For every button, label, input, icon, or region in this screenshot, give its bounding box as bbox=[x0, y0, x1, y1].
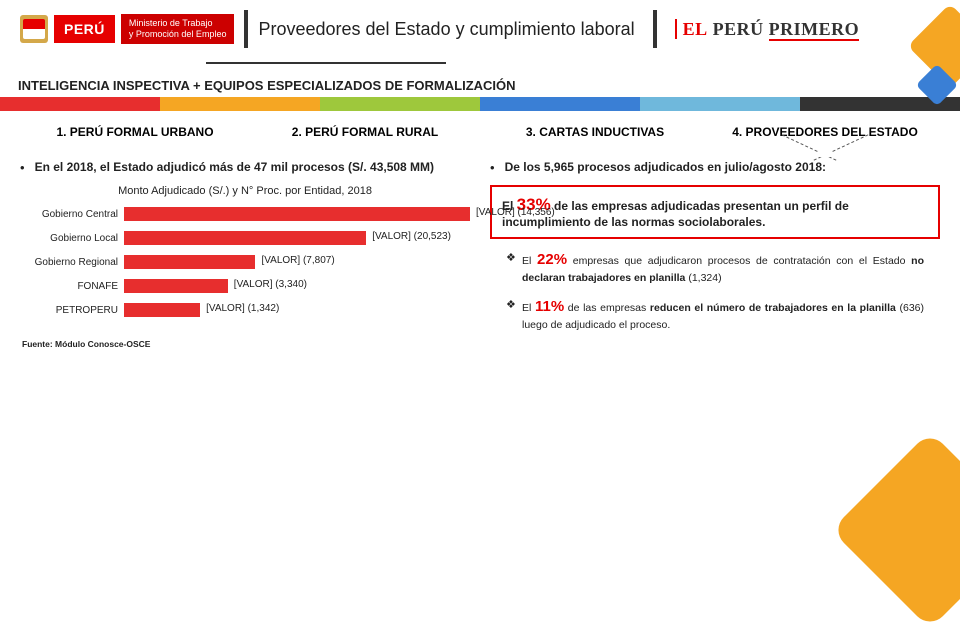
color-bar bbox=[0, 97, 960, 111]
logo-group: PERÚ Ministerio de Trabajo y Promoción d… bbox=[20, 14, 234, 44]
bar-track: [VALOR] (20,523) bbox=[124, 231, 470, 245]
bar-label: Gobierno Regional bbox=[24, 257, 124, 268]
chart-title: Monto Adjudicado (S/.) y N° Proc. por En… bbox=[20, 185, 470, 197]
color-segment bbox=[320, 97, 480, 111]
sub-point: ❖ El 11% de las empresas reducen el númer… bbox=[506, 296, 924, 333]
bar-value: [VALOR] (7,807) bbox=[261, 255, 334, 266]
bar-row: PETROPERU [VALOR] (1,342) bbox=[24, 301, 470, 319]
category-header: 1. PERÚ FORMAL URBANO bbox=[20, 125, 250, 139]
slogan-primero: PRIMERO bbox=[769, 19, 860, 41]
sub-points: ❖ El 22% empresas que adjudicaron proceso… bbox=[490, 249, 940, 333]
bullet-icon: • bbox=[20, 161, 25, 174]
slogan-peru: PERÚ bbox=[713, 19, 764, 39]
bar bbox=[124, 255, 255, 269]
color-segment bbox=[640, 97, 800, 111]
divider-left bbox=[244, 10, 248, 48]
divider-right bbox=[653, 10, 657, 48]
bar-track: [VALOR] (1,342) bbox=[124, 303, 470, 317]
sub-text: El 22% empresas que adjudicaron procesos… bbox=[522, 249, 924, 286]
sub-point: ❖ El 22% empresas que adjudicaron proceso… bbox=[506, 249, 924, 286]
bar-chart: Gobierno Central[VALOR] (14,356)Gobierno… bbox=[20, 205, 470, 319]
slogan: EL PERÚ PRIMERO bbox=[675, 19, 860, 40]
bar-row: Gobierno Local [VALOR] (20,523) bbox=[24, 229, 470, 247]
left-bullet: • En el 2018, el Estado adjudicó más de … bbox=[20, 159, 470, 175]
page-title: Proveedores del Estado y cumplimiento la… bbox=[258, 19, 634, 40]
bar-label: FONAFE bbox=[24, 281, 124, 292]
bar-value: [VALOR] (14,356) bbox=[476, 207, 555, 218]
right-bullet-text: De los 5,965 procesos adjudicados en jul… bbox=[505, 159, 940, 175]
bar-value: [VALOR] (1,342) bbox=[206, 303, 279, 314]
sub-text: El 11% de las empresas reducen el número… bbox=[522, 296, 924, 333]
category-headers: 1. PERÚ FORMAL URBANO2. PERÚ FORMAL RURA… bbox=[0, 111, 960, 139]
ministerio-line2: y Promoción del Empleo bbox=[129, 29, 227, 39]
left-bullet-text: En el 2018, el Estado adjudicó más de 47… bbox=[35, 159, 470, 175]
bar bbox=[124, 279, 228, 293]
bar-track: [VALOR] (7,807) bbox=[124, 255, 470, 269]
highlight-box: El 33% de las empresas adjudicadas prese… bbox=[490, 185, 940, 239]
category-header: 3. CARTAS INDUCTIVAS bbox=[480, 125, 710, 139]
bar bbox=[124, 231, 366, 245]
category-header: 4. PROVEEDORES DEL ESTADO bbox=[710, 125, 940, 139]
peru-badge: PERÚ bbox=[54, 15, 115, 43]
content-area: • En el 2018, el Estado adjudicó más de … bbox=[0, 139, 960, 349]
escudo-icon bbox=[20, 15, 48, 43]
bar bbox=[124, 303, 200, 317]
bar bbox=[124, 207, 470, 221]
section-title: INTELIGENCIA INSPECTIVA + EQUIPOS ESPECI… bbox=[0, 64, 960, 97]
category-header: 2. PERÚ FORMAL RURAL bbox=[250, 125, 480, 139]
right-panel: • De los 5,965 procesos adjudicados en j… bbox=[490, 159, 940, 349]
bar-row: Gobierno Regional [VALOR] (7,807) bbox=[24, 253, 470, 271]
bar-row: Gobierno Central[VALOR] (14,356) bbox=[24, 205, 470, 223]
bar-track: [VALOR] (14,356) bbox=[124, 207, 470, 221]
bullet-icon: • bbox=[490, 161, 495, 174]
ministerio-label: Ministerio de Trabajo y Promoción del Em… bbox=[121, 14, 235, 44]
color-segment bbox=[480, 97, 640, 111]
bar-track: [VALOR] (3,340) bbox=[124, 279, 470, 293]
slogan-el: EL bbox=[675, 19, 708, 39]
color-segment bbox=[160, 97, 320, 111]
chart-source: Fuente: Módulo Conosce-OSCE bbox=[20, 325, 470, 349]
bar-value: [VALOR] (20,523) bbox=[372, 231, 451, 242]
header: PERÚ Ministerio de Trabajo y Promoción d… bbox=[0, 0, 960, 58]
bar-value: [VALOR] (3,340) bbox=[234, 279, 307, 290]
bar-label: PETROPERU bbox=[24, 305, 124, 316]
bar-label: Gobierno Local bbox=[24, 233, 124, 244]
deco-bottom bbox=[831, 431, 960, 629]
left-panel: • En el 2018, el Estado adjudicó más de … bbox=[20, 159, 470, 349]
ministerio-line1: Ministerio de Trabajo bbox=[129, 18, 213, 28]
diamond-icon: ❖ bbox=[506, 251, 514, 264]
bar-row: FONAFE [VALOR] (3,340) bbox=[24, 277, 470, 295]
right-bullet: • De los 5,965 procesos adjudicados en j… bbox=[490, 159, 940, 175]
diamond-icon: ❖ bbox=[506, 298, 514, 311]
bar-label: Gobierno Central bbox=[24, 209, 124, 220]
color-segment bbox=[0, 97, 160, 111]
